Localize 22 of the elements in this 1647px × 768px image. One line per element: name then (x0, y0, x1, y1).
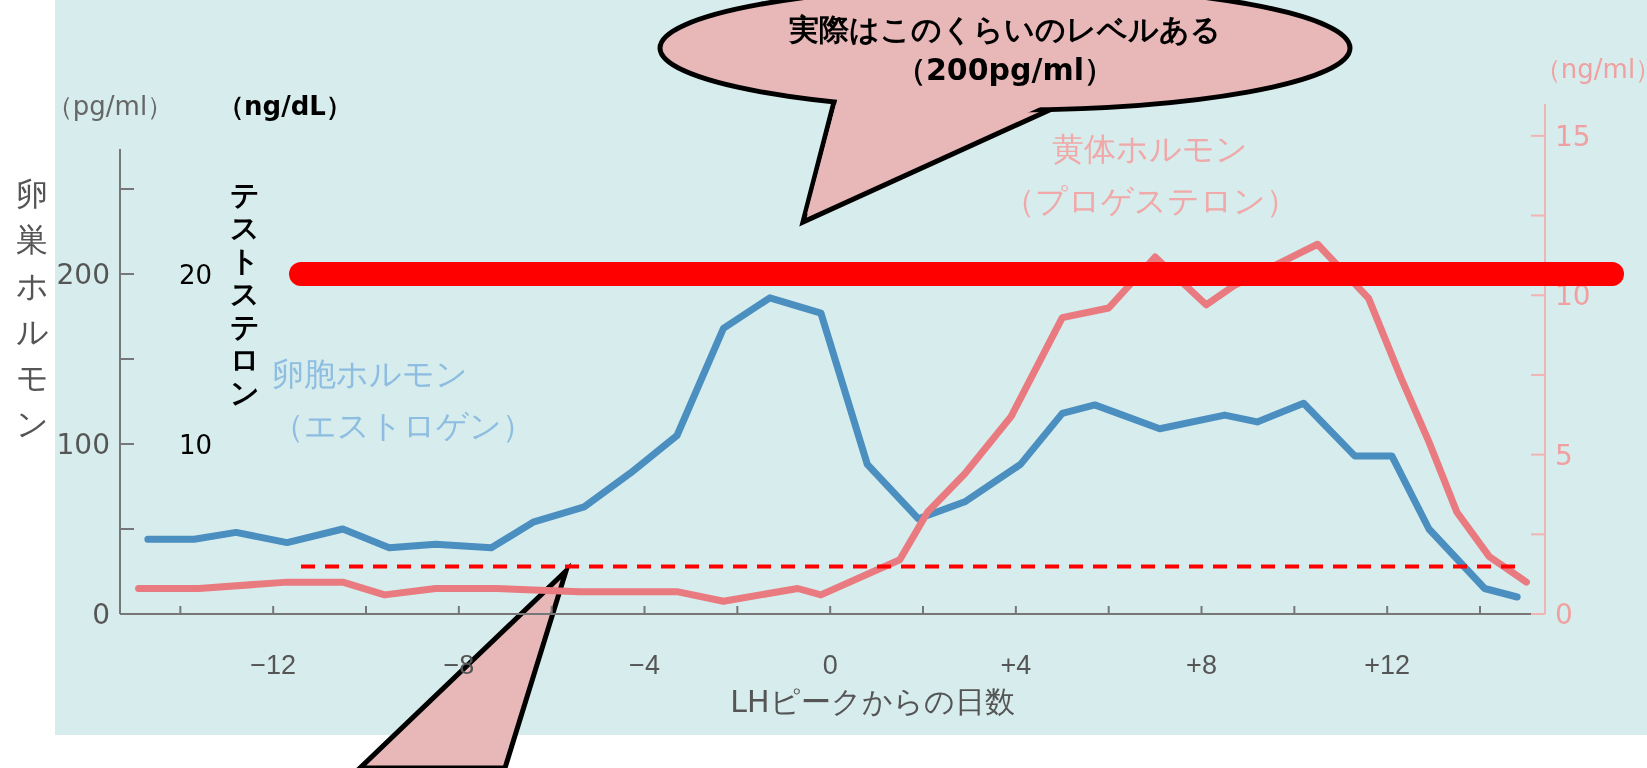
x-tick-label: 0 (822, 650, 838, 680)
y-axis-title: 卵巣ホルモン (15, 175, 49, 443)
y-tick-label: 200 (56, 258, 110, 291)
y2-tick-label: 15 (1555, 119, 1591, 153)
x-tick-label: +12 (1364, 650, 1411, 680)
y3-tick-label: 20 (178, 260, 212, 290)
annotation: （pg/ml） (46, 91, 174, 121)
x-tick-label: −4 (629, 650, 660, 680)
y-tick-label: 100 (56, 428, 110, 461)
x-tick-label: +8 (1186, 650, 1217, 680)
y-tick-label: 0 (92, 598, 110, 631)
x-axis-title: LHピークからの日数 (730, 684, 1015, 719)
text: （ng/ml） (1534, 54, 1647, 84)
y2-tick-label: 5 (1555, 438, 1573, 472)
series-label: 黄体ホルモン（プロゲステロン） (1002, 130, 1298, 220)
y2-tick-label: 0 (1555, 598, 1573, 631)
y3-axis-title: テストステロン (230, 178, 260, 410)
x-tick-label: +4 (1000, 650, 1032, 680)
x-tick-label: −12 (250, 650, 297, 680)
y3-tick-label: 10 (178, 430, 212, 460)
text: 卵胞ホルモン（エストロゲン） (272, 355, 534, 445)
annotation: （ng/dL） (218, 91, 352, 121)
